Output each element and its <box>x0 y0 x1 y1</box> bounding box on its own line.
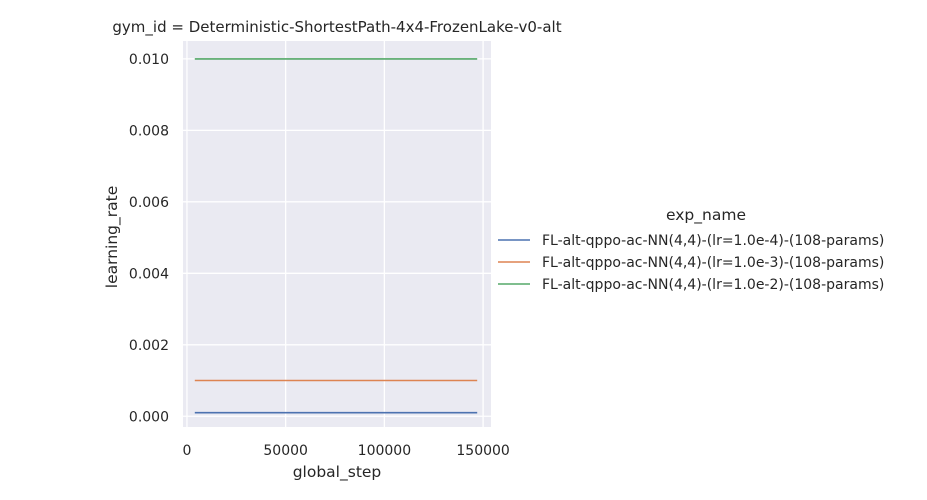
chart-title: gym_id = Deterministic-ShortestPath-4x4-… <box>112 18 561 37</box>
y-axis-label: learning_rate <box>103 186 122 288</box>
x-tick-label: 0 <box>182 443 191 459</box>
legend: exp_name FL-alt-qppo-ac-NN(4,4)-(lr=1.0e… <box>498 206 884 293</box>
legend-title: exp_name <box>666 206 746 225</box>
y-tick-label: 0.010 <box>129 52 169 68</box>
legend-label: FL-alt-qppo-ac-NN(4,4)-(lr=1.0e-2)-(108-… <box>542 277 884 293</box>
x-axis-label: global_step <box>293 463 382 482</box>
x-tick-label: 50000 <box>263 443 308 459</box>
y-tick-label: 0.008 <box>129 123 169 139</box>
y-tick-label: 0.000 <box>129 409 169 425</box>
y-axis-ticks: 0.000 0.002 0.004 0.006 0.008 0.010 <box>129 52 169 425</box>
x-axis-ticks: 0 50000 100000 150000 <box>182 443 509 459</box>
plot-background <box>183 41 491 427</box>
x-tick-label: 100000 <box>358 443 411 459</box>
y-tick-label: 0.006 <box>129 195 169 211</box>
y-tick-label: 0.004 <box>129 266 169 282</box>
legend-label: FL-alt-qppo-ac-NN(4,4)-(lr=1.0e-4)-(108-… <box>542 233 884 249</box>
y-tick-label: 0.002 <box>129 338 169 354</box>
x-tick-label: 150000 <box>456 443 509 459</box>
legend-label: FL-alt-qppo-ac-NN(4,4)-(lr=1.0e-3)-(108-… <box>542 255 884 271</box>
series-lines <box>194 58 478 414</box>
